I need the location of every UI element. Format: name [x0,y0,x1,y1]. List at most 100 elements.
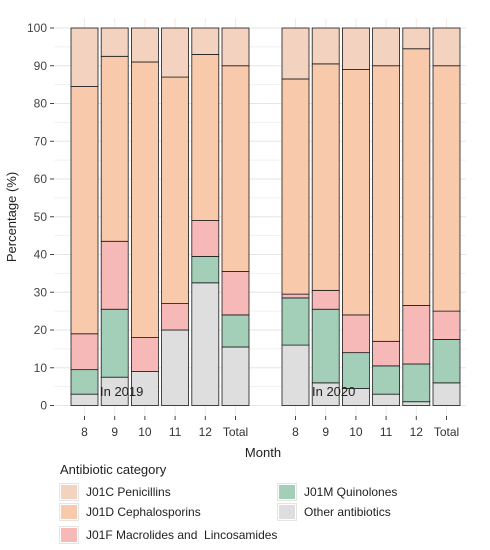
bar-segment-j01f [191,220,220,257]
legend-label-quinolones: J01M Quinolones [304,485,398,499]
bar-segment-j01f [221,271,250,316]
bar-segment-j01c [100,27,129,57]
y-tick-label: 20 [34,323,48,337]
x-tick-label: 9 [111,425,118,439]
y-tick-label: 70 [34,134,48,148]
legend-label-cephalosporins: J01D Cephalosporins [86,505,201,519]
bar-segment-j01c [191,27,220,55]
bar-segment-other [372,393,401,406]
bar-segment-j01d [100,55,129,242]
bar-segment-j01f [161,303,190,331]
x-tick-label: 10 [349,425,363,439]
bar-segment-j01c [130,27,159,63]
y-tick-label: 60 [34,172,48,186]
x-tick-label: 11 [380,425,393,439]
bar-segment-j01m [402,363,431,403]
bar-segment-j01d [372,65,401,342]
bar-segment-j01c [161,27,190,78]
legend-item-macrolides: J01F Macrolides and Lincosamides [59,526,278,544]
bar-segment-j01c [311,27,340,65]
bar-segment-j01d [70,86,99,335]
legend-item-other: Other antibiotics [277,503,391,521]
bar-segment-j01d [281,78,310,295]
bar-segment-j01c [432,27,461,67]
bar-segment-j01f [281,293,310,299]
bar-segment-other [221,346,250,406]
bar-segment-j01m [281,297,310,346]
y-tick-label: 100 [27,21,47,35]
bar-segment-j01c [372,27,401,67]
bar-segment-j01d [402,48,431,306]
bar-segment-j01c [221,27,250,67]
chart-axes: 0 10 20 30 40 50 60 70 80 90 100 8 9 10 11 12 Total 8 9 10 1… [4,21,459,460]
bar-segment-other [70,393,99,406]
legend-swatch-penicillins [59,483,79,501]
bar-segment-other [130,371,159,406]
x-tick-label: 12 [199,425,213,439]
legend-title: Antibiotic category [60,462,167,477]
bar-segment-j01f [432,310,461,340]
group-label: In 2019 [100,384,143,399]
bar-segment-j01m [432,339,461,384]
bar-segment-j01d [432,65,461,312]
bar-segment-j01c [341,27,370,70]
y-tick-label: 50 [34,210,48,224]
bar-segment-j01d [311,63,340,291]
legend-swatch-other [277,503,297,521]
bar-segment-j01m [221,314,250,348]
x-tick-label: 8 [292,425,299,439]
bar-segment-j01m [70,369,99,395]
bar-segment-other [402,401,431,406]
bar-segment-other [161,329,190,406]
bar-segment-j01f [372,340,401,367]
bar-segment-other [100,376,129,406]
x-tick-label: 11 [169,425,182,439]
y-tick-label: 30 [34,285,48,299]
bar-segment-j01m [311,308,340,384]
bar-segment-j01f [402,305,431,365]
y-tick-label: 80 [34,97,48,111]
bar-segment-j01f [311,289,340,310]
bar-segment-j01d [191,54,220,221]
y-tick-label: 40 [34,248,48,262]
legend-item-quinolones: J01M Quinolones [277,483,398,501]
bar-segment-other [432,382,461,406]
stacked-bar-chart: 0 10 20 30 40 50 60 70 80 90 100 8 9 10 11 12 Total 8 9 10 1… [4,18,466,460]
bar-segment-j01f [341,314,370,354]
x-tick-label: Total [223,425,248,439]
y-tick-label: 0 [40,399,47,413]
x-tick-label: 8 [81,425,88,439]
bar-segment-j01c [402,27,431,50]
bar-segment-j01m [100,308,129,378]
bar-segment-j01m [372,365,401,395]
y-tick-label: 10 [34,361,48,375]
y-tick-label: 90 [34,59,48,73]
x-axis-title: Month [245,445,281,460]
bar-segment-j01c [281,27,310,80]
x-tick-label: Total [434,425,459,439]
legend-item-cephalosporins: J01D Cephalosporins [59,503,201,521]
bar-segment-j01d [161,76,190,304]
bar-segment-j01f [70,333,99,371]
bar-segment-j01f [100,240,129,310]
bar-segment-j01f [130,337,159,372]
chart-legend: Antibiotic category J01C Penicillins J01… [52,462,482,550]
group-label: In 2020 [312,384,355,399]
bar-segment-other [281,344,310,406]
legend-swatch-macrolides [59,526,79,544]
legend-label-macrolides: J01F Macrolides and Lincosamides [86,528,278,542]
bar-segment-j01d [221,65,250,272]
y-axis-title: Percentage (%) [4,172,19,262]
legend-label-penicillins: J01C Penicillins [86,485,171,499]
legend-swatch-cephalosporins [59,503,79,521]
bar-segment-j01d [341,69,370,316]
legend-item-penicillins: J01C Penicillins [59,483,171,501]
bar-segment-j01m [191,255,220,284]
x-tick-label: 12 [410,425,424,439]
bar-segment-j01c [70,27,99,87]
x-tick-label: 10 [138,425,152,439]
legend-swatch-quinolones [277,483,297,501]
chart-bars [70,27,461,406]
bar-segment-other [191,282,220,406]
legend-label-other: Other antibiotics [304,505,391,519]
